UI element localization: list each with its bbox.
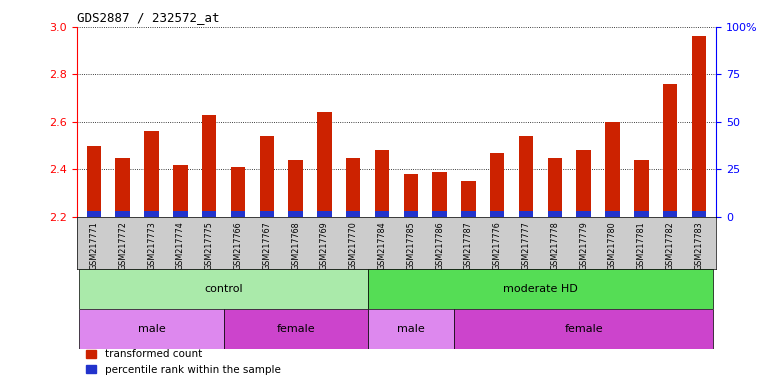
Bar [519,211,533,217]
Bar [317,113,332,217]
Text: GSM217771: GSM217771 [90,221,98,270]
Bar [317,211,332,217]
Bar [404,174,418,217]
Bar [663,211,677,217]
Text: GSM217776: GSM217776 [493,221,502,270]
Bar [605,122,620,217]
Bar [634,160,649,217]
Bar [548,211,562,217]
Bar [368,269,713,309]
Bar [87,146,101,217]
Bar [634,211,649,217]
Text: control: control [205,284,243,294]
Bar [490,211,505,217]
Bar [454,309,713,349]
Bar [692,211,706,217]
Bar [231,211,245,217]
Text: GSM217775: GSM217775 [205,221,214,270]
Bar [404,211,418,217]
Text: female: female [565,324,603,334]
Text: GSM217781: GSM217781 [637,221,646,270]
Bar [519,136,533,217]
Bar [461,181,476,217]
Text: GSM217766: GSM217766 [234,221,243,270]
Bar [577,211,591,217]
Bar [346,157,360,217]
Text: GSM217783: GSM217783 [695,221,703,270]
Text: female: female [277,324,315,334]
Text: GSM217777: GSM217777 [522,221,531,270]
Bar [144,211,159,217]
Bar [375,151,389,217]
Text: GSM217773: GSM217773 [147,221,156,270]
Bar [202,211,216,217]
Text: GDS2887 / 232572_at: GDS2887 / 232572_at [77,11,219,24]
Bar [80,309,224,349]
Text: GSM217774: GSM217774 [176,221,185,270]
Text: GSM217769: GSM217769 [320,221,329,270]
Bar [260,211,274,217]
Bar [288,211,303,217]
Bar [663,84,677,217]
Text: male: male [138,324,165,334]
Bar [548,157,562,217]
Bar [144,131,159,217]
Text: GSM217772: GSM217772 [118,221,127,270]
Bar [202,115,216,217]
Bar [173,165,188,217]
Bar [87,211,101,217]
Text: GSM217779: GSM217779 [579,221,588,270]
Text: GSM217786: GSM217786 [435,221,444,270]
Text: GSM217785: GSM217785 [406,221,415,270]
Text: GSM217768: GSM217768 [291,221,300,270]
Bar [173,211,188,217]
Bar [577,151,591,217]
Text: GSM217767: GSM217767 [262,221,271,270]
Legend: transformed count, percentile rank within the sample: transformed count, percentile rank withi… [82,345,285,379]
Text: GSM217780: GSM217780 [608,221,617,270]
Bar [116,211,130,217]
Text: GSM217787: GSM217787 [464,221,473,270]
Text: GSM217784: GSM217784 [378,221,387,270]
Bar [288,160,303,217]
Bar [346,211,360,217]
Bar [461,211,476,217]
Bar [231,167,245,217]
Text: GSM217770: GSM217770 [349,221,358,270]
Bar [116,157,130,217]
Bar [605,211,620,217]
Bar [433,172,447,217]
Text: moderate HD: moderate HD [503,284,578,294]
Bar [490,153,505,217]
Bar [692,36,706,217]
Bar [260,136,274,217]
Bar [224,309,368,349]
Text: male: male [397,324,424,334]
Bar [80,269,368,309]
Text: GSM217778: GSM217778 [550,221,559,270]
Bar [368,309,454,349]
Text: GSM217782: GSM217782 [666,221,675,270]
Bar [375,211,389,217]
Bar [433,211,447,217]
